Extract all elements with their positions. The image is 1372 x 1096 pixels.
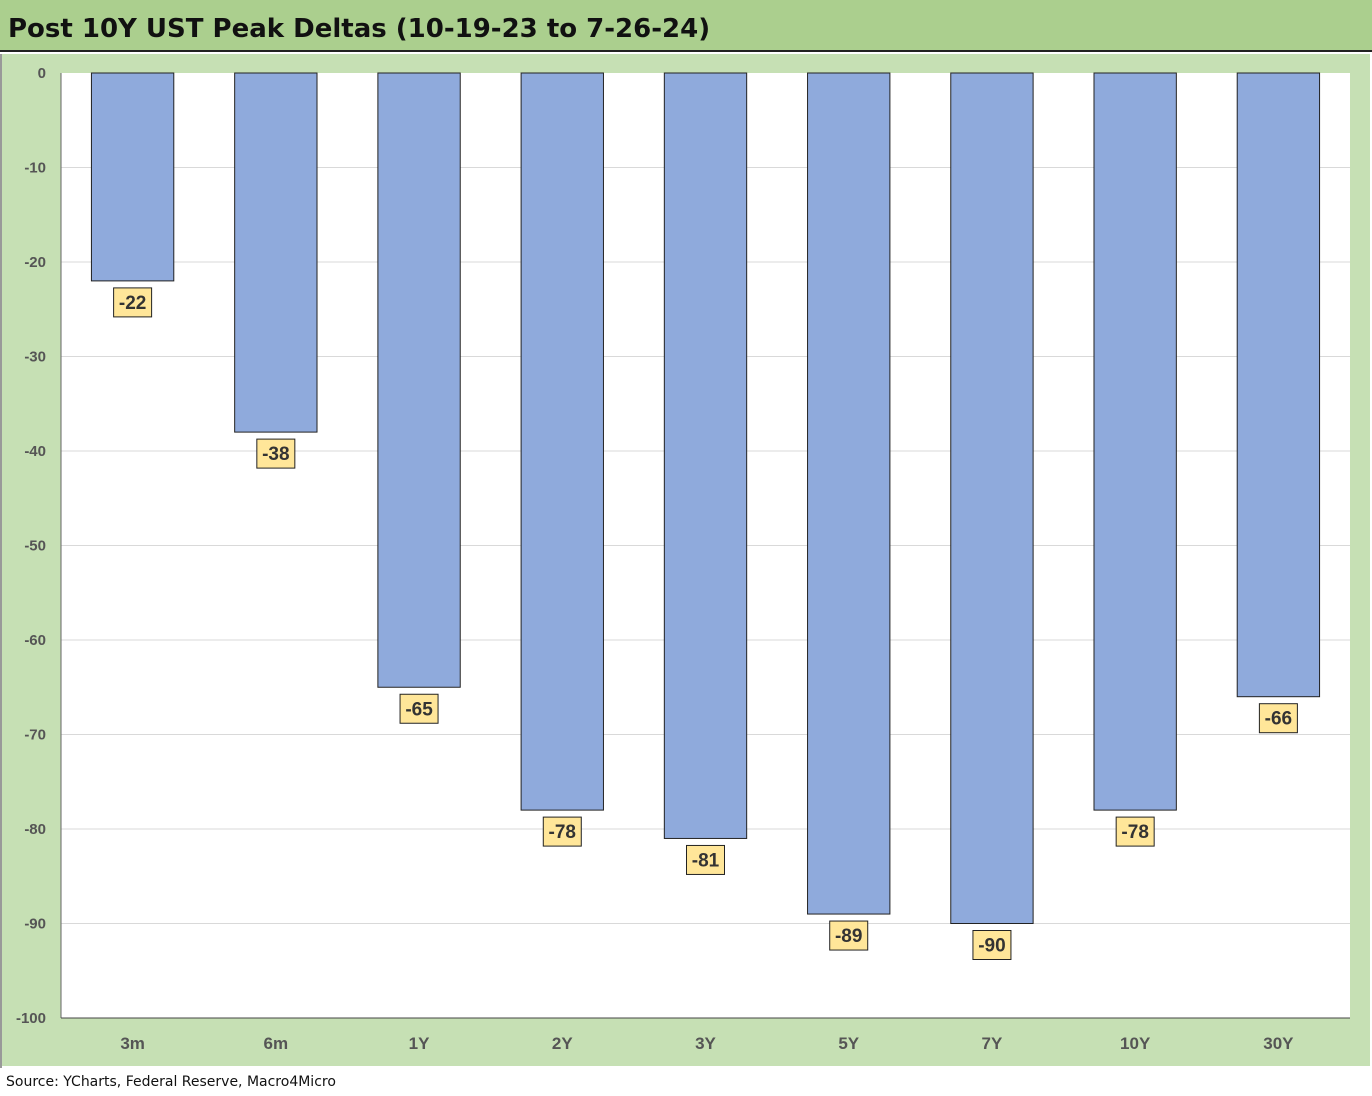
bar-6m bbox=[234, 72, 318, 433]
data-label-box bbox=[399, 693, 439, 724]
y-tick-label: -60 bbox=[24, 632, 46, 649]
bar-7Y bbox=[950, 72, 1034, 924]
x-tick-label: 3m bbox=[120, 1034, 145, 1053]
data-label: -66 bbox=[1265, 709, 1292, 730]
data-label: -81 bbox=[692, 850, 720, 871]
y-tick-label: -90 bbox=[24, 916, 46, 933]
data-label-box bbox=[1115, 816, 1155, 847]
y-tick-label: 0 bbox=[38, 65, 46, 82]
x-tick-label: 10Y bbox=[1120, 1034, 1151, 1053]
data-label: -89 bbox=[835, 926, 862, 947]
y-tick-label: -80 bbox=[24, 821, 46, 838]
data-label: -78 bbox=[1121, 822, 1148, 843]
bar-10Y bbox=[1093, 72, 1177, 811]
data-label: -38 bbox=[262, 444, 289, 465]
y-tick-label: -100 bbox=[16, 1010, 46, 1027]
bar-1Y bbox=[377, 72, 461, 688]
data-label-box bbox=[256, 438, 296, 469]
bar-3Y bbox=[663, 72, 748, 839]
chart-title-bar: Post 10Y UST Peak Deltas (10-19-23 to 7-… bbox=[0, 0, 1372, 52]
data-label-box bbox=[972, 930, 1012, 960]
data-label: -22 bbox=[119, 293, 146, 314]
data-label-box bbox=[686, 844, 725, 875]
x-tick-label: 6m bbox=[264, 1034, 289, 1053]
y-tick-label: -50 bbox=[24, 538, 46, 555]
y-tick-label: -20 bbox=[24, 254, 46, 271]
y-tick-label: -10 bbox=[24, 160, 46, 177]
chart-title: Post 10Y UST Peak Deltas (10-19-23 to 7-… bbox=[8, 14, 711, 44]
bar-3m bbox=[90, 72, 175, 282]
x-tick-label: 5Y bbox=[838, 1034, 859, 1053]
data-label-box bbox=[829, 920, 869, 951]
data-label: -78 bbox=[549, 822, 576, 843]
x-tick-label: 7Y bbox=[982, 1034, 1003, 1053]
source-note: Source: YCharts, Federal Reserve, Macro4… bbox=[6, 1074, 336, 1090]
data-label-box bbox=[1258, 703, 1298, 734]
data-label: -90 bbox=[978, 936, 1005, 957]
data-label-box bbox=[542, 816, 582, 847]
x-tick-label: 1Y bbox=[409, 1034, 430, 1053]
y-tick-label: -70 bbox=[24, 727, 46, 744]
y-tick-label: -30 bbox=[24, 349, 46, 366]
data-label-box bbox=[113, 287, 153, 318]
x-tick-label: 2Y bbox=[552, 1034, 573, 1053]
bar-30Y bbox=[1236, 72, 1321, 698]
bar-5Y bbox=[807, 72, 891, 915]
left-divider bbox=[0, 54, 2, 1068]
bar-2Y bbox=[520, 72, 604, 811]
y-tick-label: -40 bbox=[24, 443, 46, 460]
x-tick-label: 30Y bbox=[1263, 1034, 1294, 1053]
data-label: -65 bbox=[405, 699, 433, 720]
x-tick-label: 3Y bbox=[695, 1034, 716, 1053]
